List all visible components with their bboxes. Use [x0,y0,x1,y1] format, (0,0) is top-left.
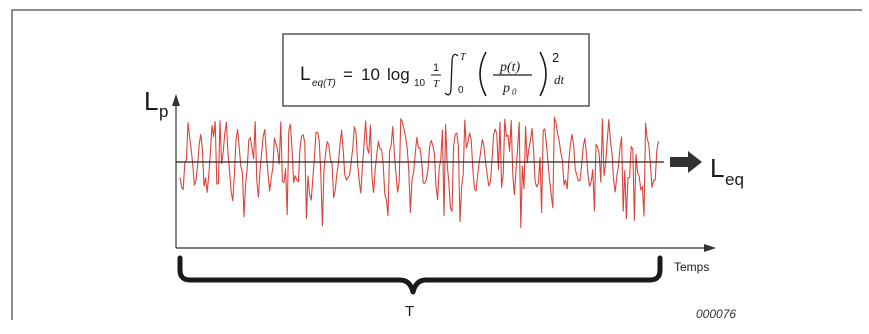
formula-lhs-symbol: L [300,64,311,85]
formula: L eq(T) = 10 log 10 1 T T 0 p(t) p 0 2 d… [300,50,565,97]
formula-ratio-den-subscript: 0 [512,87,517,97]
formula-frac-numerator: 1 [433,62,439,74]
formula-lhs-subscript: eq(T) [312,78,336,89]
leq-label: L [710,153,724,183]
outer-frame [11,9,862,320]
formula-box [282,33,590,107]
y-axis-label-subscript: p [159,102,168,121]
formula-ratio-denominator: p [502,81,510,96]
formula-int-lower: 0 [458,85,464,96]
formula-frac-denominator: T [433,78,440,90]
signal-trace [179,116,659,229]
formula-paren-right [539,51,547,97]
formula-paren-left [479,51,487,97]
y-axis-label: L [144,86,158,116]
formula-coefficient: 10 [361,65,380,84]
figure-code: 000076 [696,307,736,321]
formula-ratio-numerator: p(t) [499,60,521,75]
x-axis-label: Temps [674,260,709,274]
x-axis-arrowhead [704,244,716,252]
formula-integral-sign [444,53,459,96]
period-brace [177,255,663,295]
formula-log-base: 10 [414,78,426,89]
period-label: T [405,303,414,320]
formula-dt: dt [554,72,565,87]
formula-int-upper: T [460,52,467,63]
formula-exponent: 2 [552,50,559,65]
formula-equals: = [343,65,353,84]
leq-arrow-icon [670,151,702,173]
leq-label-subscript: eq [725,170,744,189]
y-axis-arrowhead [172,94,180,106]
formula-log: log [387,65,410,84]
